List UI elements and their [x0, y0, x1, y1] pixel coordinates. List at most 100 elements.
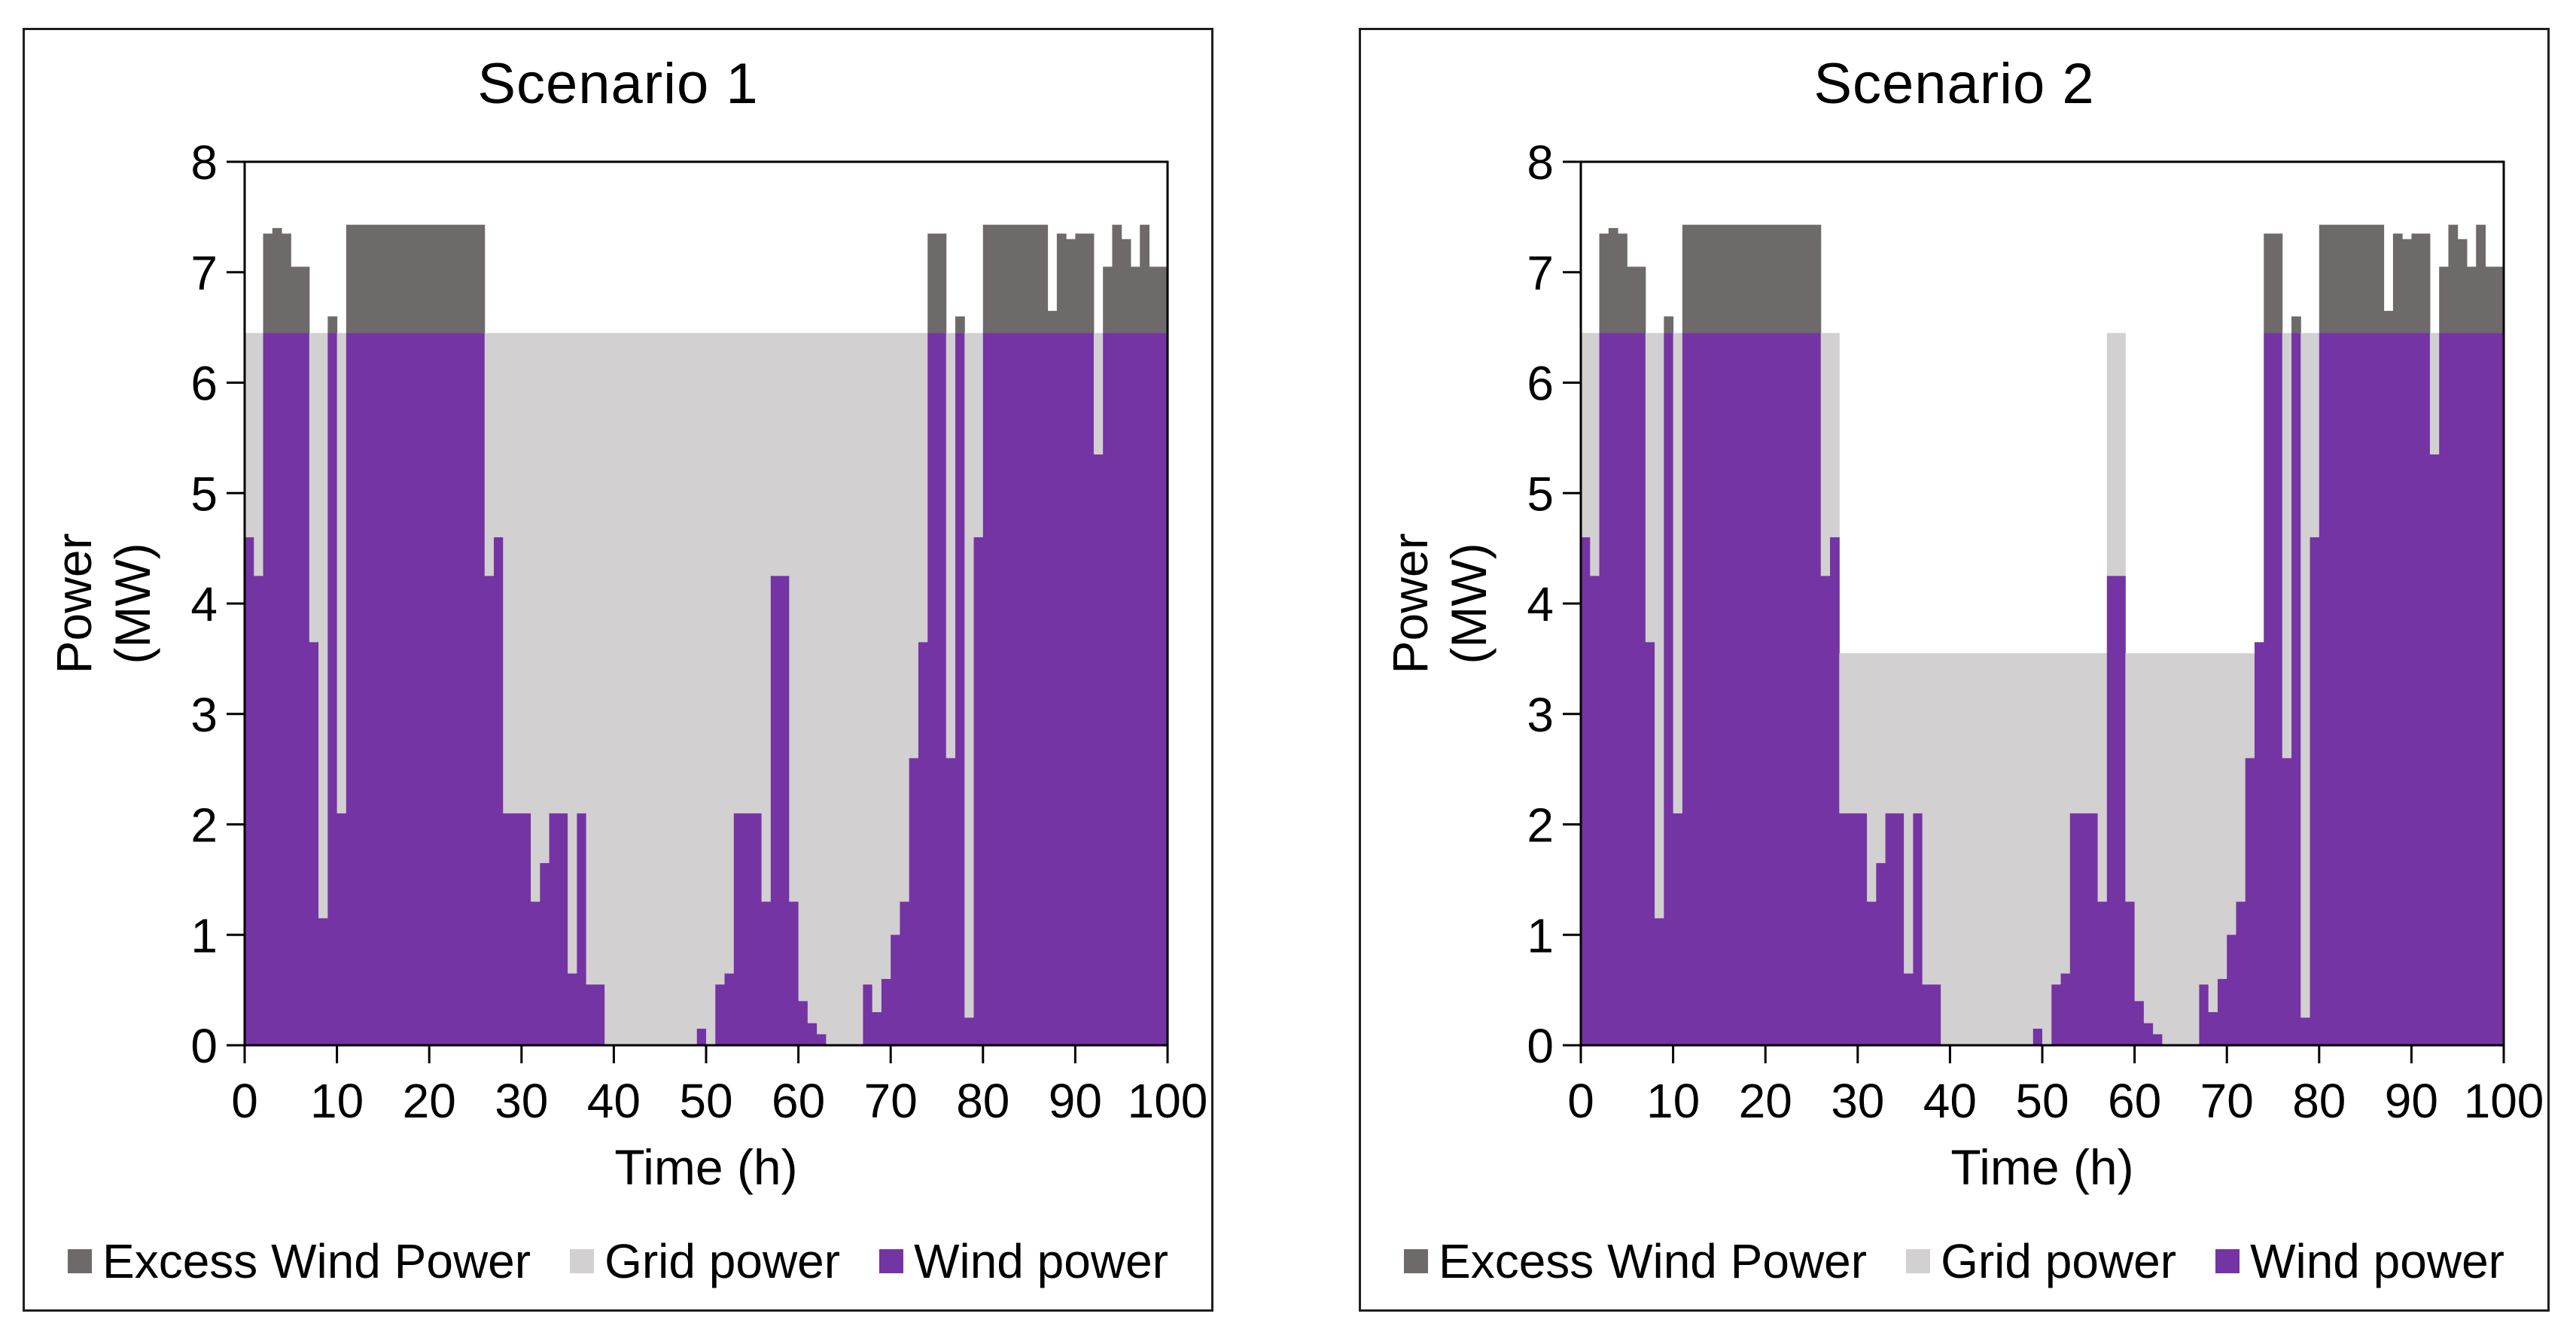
wind-power-bar: [2319, 333, 2329, 1045]
excess-wind-bar: [927, 233, 937, 333]
wind-power-bar: [512, 813, 522, 1045]
wind-power-bar: [2227, 935, 2236, 1045]
grid-power-bar: [1950, 653, 1960, 1045]
wind-power-bar: [318, 918, 328, 1045]
excess-wind-bar: [2411, 233, 2422, 333]
wind-power-bar: [1655, 918, 1664, 1045]
legend-label: Grid power: [1941, 1234, 2177, 1288]
excess-wind-bar: [429, 224, 439, 333]
wind-power-bar: [982, 333, 993, 1045]
wind-power-bar: [2134, 1001, 2145, 1045]
grid-power-bar: [2005, 653, 2015, 1045]
grid-power-bar: [733, 333, 744, 813]
grid-power-bar: [687, 333, 698, 1045]
wind-power-bar: [807, 1023, 818, 1045]
excess-wind-bar: [1802, 224, 1812, 333]
y-tick-label: 1: [190, 908, 218, 962]
wind-power-bar: [1121, 333, 1131, 1045]
wind-power-bar: [798, 1001, 808, 1045]
wind-power-bar: [2051, 984, 2062, 1045]
grid-power-bar: [2171, 653, 2182, 1045]
wind-power-bar: [2217, 978, 2227, 1045]
y-tick-label: 2: [190, 798, 218, 853]
excess-wind-bar: [327, 316, 338, 333]
wind-power-bar: [549, 813, 559, 1045]
excess-wind-bar: [291, 266, 301, 333]
excess-wind-bar: [2365, 224, 2375, 333]
wind-power-bar: [540, 862, 550, 1045]
x-tick-label: 70: [2200, 1074, 2254, 1128]
x-tick-label: 40: [1923, 1074, 1977, 1128]
grid-power-bar: [891, 333, 900, 935]
legend: Excess Wind Power Grid power Wind power: [1361, 1233, 2547, 1290]
wind-power-bar: [346, 333, 356, 1045]
wind-power-bar: [494, 537, 504, 1045]
wind-power-bar: [1130, 333, 1140, 1045]
grid-power-bar: [614, 333, 624, 1045]
y-tick-label: 4: [190, 577, 218, 631]
excess-wind-bar: [2337, 224, 2348, 333]
legend-label: Wind power: [2250, 1234, 2504, 1288]
wind-power-bar: [817, 1034, 827, 1045]
wind-power-bar: [1019, 333, 1030, 1045]
wind-power-swatch: [2215, 1249, 2240, 1273]
excess-wind-bar: [382, 224, 393, 333]
grid-power-bar: [1904, 653, 1914, 974]
wind-power-bar: [1765, 333, 1775, 1045]
grid-power-bar: [668, 333, 679, 1045]
wind-power-bar: [2402, 333, 2412, 1045]
grid-power-bar: [2116, 333, 2126, 576]
chart-title: Scenario 1: [477, 52, 759, 116]
wind-power-bar: [1792, 333, 1803, 1045]
grid-power-bar: [1987, 653, 1997, 1045]
grid-power-bar: [1645, 333, 1655, 643]
x-tick-label: 10: [310, 1074, 364, 1128]
legend-item: Wind power: [2215, 1233, 2504, 1289]
grid-power-bar: [2088, 653, 2099, 813]
wind-power-bar: [1645, 642, 1655, 1045]
grid-power-bar: [549, 333, 559, 813]
excess-wind-bar: [1010, 224, 1021, 333]
excess-wind-bar: [1140, 224, 1149, 333]
excess-wind-bar: [2448, 224, 2459, 333]
grid-power-bar: [2032, 653, 2043, 1029]
wind-power-bar: [918, 642, 928, 1045]
wind-power-bar: [1673, 813, 1683, 1045]
wind-power-bar: [1682, 333, 1692, 1045]
wind-power-bar: [364, 333, 375, 1045]
excess-wind-bar: [1047, 311, 1058, 333]
wind-power-bar: [927, 333, 937, 1045]
x-tick-label: 50: [679, 1074, 732, 1128]
wind-power-bar: [355, 333, 365, 1045]
excess-wind-bar: [1765, 224, 1775, 333]
wind-power-bar: [2116, 576, 2126, 1045]
wind-power-bar: [2346, 333, 2357, 1045]
wind-power-bar: [2300, 1017, 2311, 1045]
wind-power-bar: [1701, 333, 1711, 1045]
grid-power-bar: [2060, 653, 2071, 974]
grid-power-bar: [1959, 653, 1969, 1045]
grid-power-bar: [1655, 333, 1664, 919]
x-tick-label: 20: [403, 1074, 456, 1128]
x-tick-label: 100: [2464, 1074, 2544, 1128]
excess-wind-bar: [1618, 233, 1628, 333]
wind-power-bar: [291, 333, 301, 1045]
wind-power-bar: [2439, 333, 2449, 1045]
excess-wind-bar: [1158, 266, 1168, 333]
legend-item: Excess Wind Power: [68, 1233, 531, 1289]
wind-power-bar: [1636, 333, 1646, 1045]
wind-power-bar: [1010, 333, 1021, 1045]
excess-wind-bar: [992, 224, 1002, 333]
excess-wind-bar: [401, 224, 412, 333]
excess-wind-bar: [2383, 311, 2394, 333]
y-axis-title-line2: (MW): [1441, 543, 1497, 664]
wind-power-bar: [909, 758, 919, 1045]
legend: Excess Wind Power Grid power Wind power: [25, 1233, 1211, 1290]
wind-power-bar: [282, 333, 291, 1045]
excess-wind-bar: [2374, 224, 2385, 333]
wind-power-bar: [438, 333, 449, 1045]
grid-power-bar: [1590, 333, 1600, 576]
grid-power-bar: [2097, 653, 2108, 902]
grid-power-bar: [2106, 333, 2117, 576]
